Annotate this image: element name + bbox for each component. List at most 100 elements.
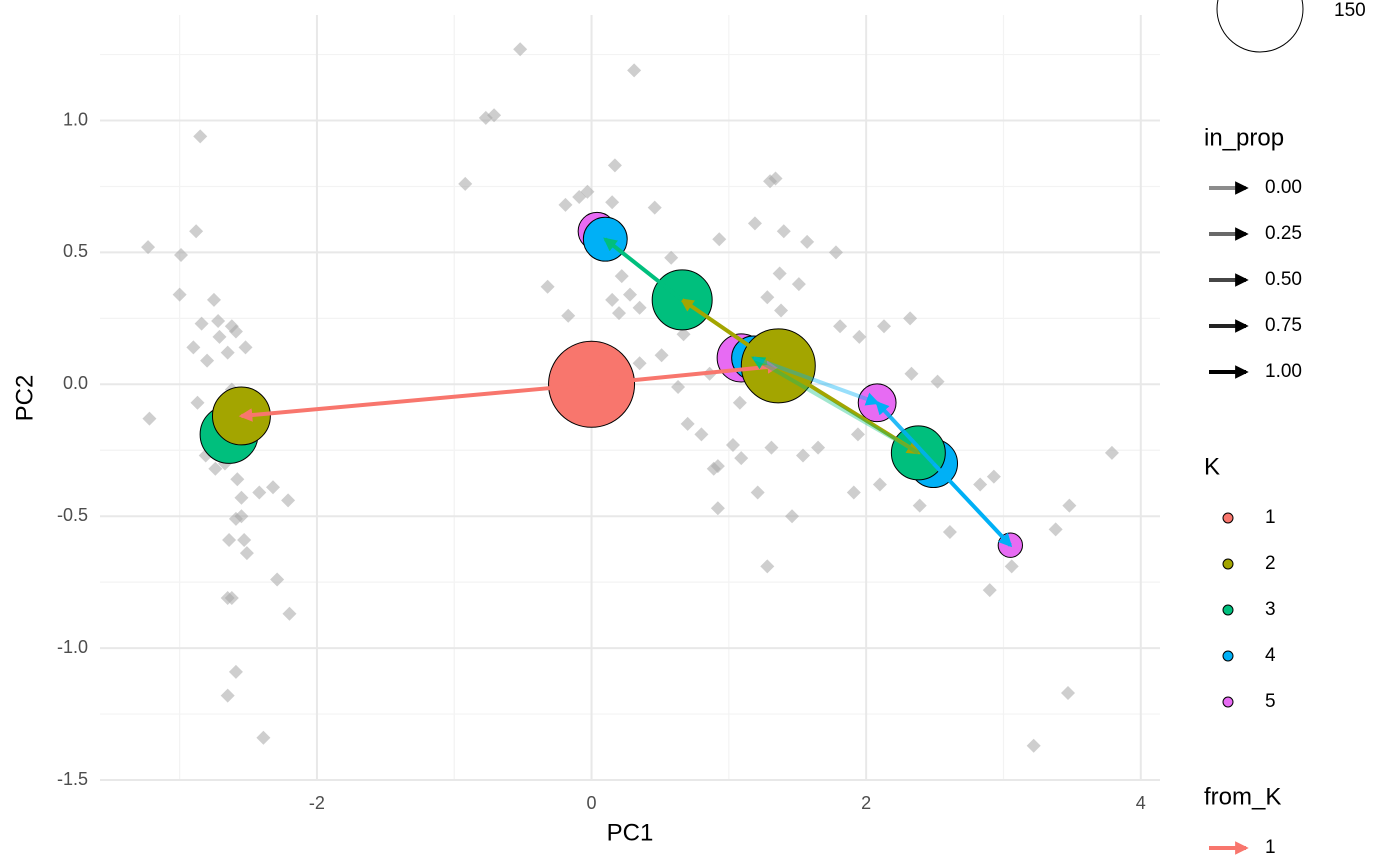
y-tick-label: 0.5 — [63, 241, 88, 261]
legend-title: from_K — [1204, 783, 1281, 810]
point — [632, 356, 647, 371]
point — [654, 348, 669, 363]
point — [558, 197, 573, 212]
y-tick-label: 1.0 — [63, 109, 88, 129]
point — [664, 250, 679, 265]
legend-label: 150 — [1334, 0, 1366, 21]
point — [710, 459, 725, 474]
arrows — [238, 237, 1013, 548]
x-axis-title: PC1 — [607, 819, 654, 846]
point — [256, 730, 271, 745]
y-tick-label: -1.0 — [57, 637, 88, 657]
clusters — [199, 211, 1023, 558]
legend-title: in_prop — [1204, 124, 1284, 151]
point — [768, 171, 783, 186]
legend-key — [1222, 650, 1234, 662]
point — [785, 509, 800, 524]
arrow — [752, 356, 880, 406]
arrow — [238, 382, 592, 422]
legend-label: 1.00 — [1265, 361, 1302, 382]
point — [791, 277, 806, 292]
point — [237, 532, 252, 547]
y-tick-label: 0.0 — [63, 373, 88, 393]
point — [234, 490, 249, 505]
point — [1004, 559, 1019, 574]
arrow — [875, 400, 935, 465]
point — [1048, 522, 1063, 537]
legend-label: 3 — [1265, 599, 1276, 620]
point — [1104, 445, 1119, 460]
point — [238, 340, 253, 355]
arrow — [751, 356, 920, 455]
point — [828, 245, 843, 260]
point — [877, 319, 892, 334]
legend-label: 0.50 — [1265, 269, 1302, 290]
point — [220, 688, 235, 703]
point — [142, 411, 157, 426]
point — [776, 224, 791, 239]
point — [833, 319, 848, 334]
legend-key — [1222, 696, 1234, 708]
point — [239, 546, 254, 561]
point — [561, 308, 576, 323]
point — [282, 606, 297, 621]
point — [760, 559, 775, 574]
point — [200, 353, 215, 368]
point — [513, 42, 528, 57]
y-axis-title: PC2 — [11, 375, 38, 422]
point — [1026, 738, 1041, 753]
point — [224, 590, 239, 605]
arrow — [679, 298, 780, 368]
point — [800, 234, 815, 249]
point — [747, 216, 762, 231]
point — [208, 461, 223, 476]
point — [281, 493, 296, 508]
point — [141, 240, 156, 255]
point — [1061, 685, 1076, 700]
legend-label: 1 — [1265, 837, 1276, 858]
legend-label: 1 — [1265, 507, 1276, 528]
point — [732, 395, 747, 410]
x-tick-label: -2 — [309, 793, 325, 813]
point — [647, 200, 662, 215]
point — [458, 176, 473, 191]
legend-label: 0.75 — [1265, 315, 1302, 336]
point — [982, 583, 997, 598]
point — [850, 427, 865, 442]
point — [872, 477, 887, 492]
point — [572, 190, 587, 205]
point — [540, 279, 555, 294]
x-tick-label: 4 — [1136, 793, 1146, 813]
point — [194, 316, 209, 331]
arrow — [931, 462, 1013, 548]
arrow — [603, 237, 684, 302]
point — [228, 324, 243, 339]
point — [632, 300, 647, 315]
point — [186, 340, 201, 355]
point — [694, 427, 709, 442]
point — [852, 329, 867, 344]
point — [614, 269, 629, 284]
point — [230, 472, 245, 487]
point — [942, 525, 957, 540]
legend-title: K — [1204, 453, 1220, 480]
point — [605, 292, 620, 307]
legend-label: 0.25 — [1265, 223, 1302, 244]
point — [796, 448, 811, 463]
arrow — [591, 360, 781, 387]
point — [903, 311, 918, 326]
point — [190, 395, 205, 410]
point — [930, 374, 945, 389]
point — [211, 314, 226, 328]
point — [212, 329, 227, 344]
point — [904, 366, 919, 381]
point — [607, 158, 622, 173]
point — [487, 108, 502, 123]
point — [986, 469, 1001, 484]
legend-label: 5 — [1265, 691, 1276, 712]
legend-label: 4 — [1265, 645, 1276, 666]
legend-key — [1222, 604, 1234, 616]
point — [774, 303, 789, 318]
legend-key — [1222, 558, 1234, 570]
